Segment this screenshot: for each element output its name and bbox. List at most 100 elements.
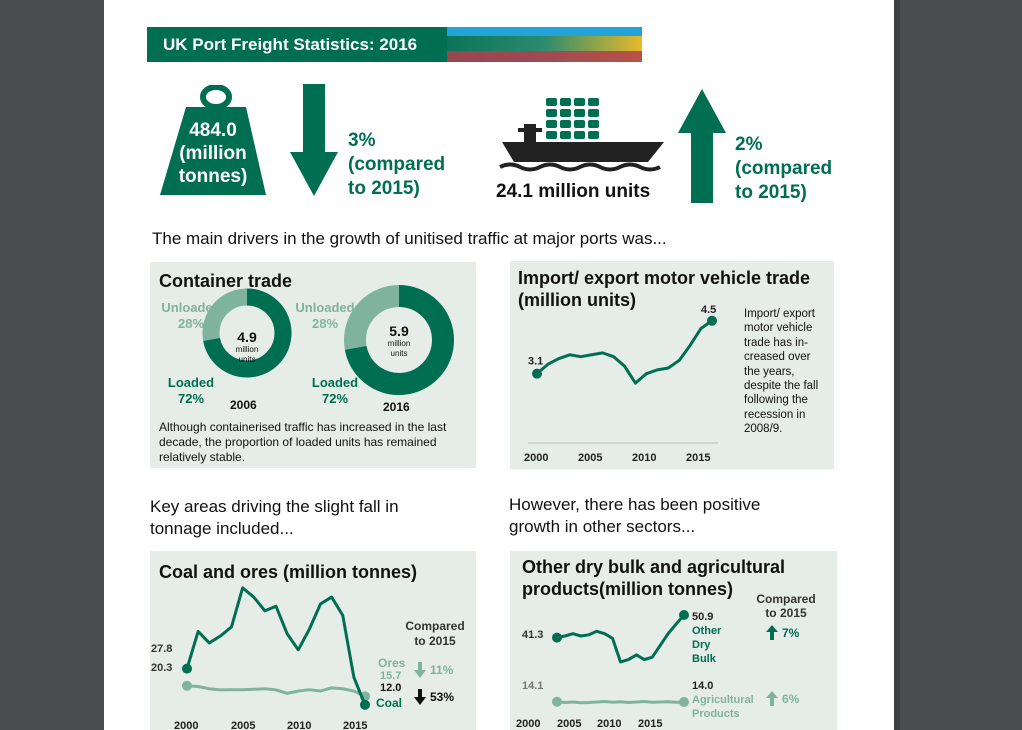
donut-chart-2006 [202, 288, 292, 378]
coal-ores-panel: Coal and ores (million tonnes) Compared … [150, 551, 476, 730]
coal-ores-xtick: 2010 [287, 720, 312, 730]
donut-2006-year: 2006 [230, 398, 257, 412]
growth-intro-line1: However, there has been positive [509, 495, 761, 514]
other-dry-bulk-series-point [679, 610, 689, 621]
agri-name-line2: Products [692, 708, 740, 720]
coal-ores-title: Coal and ores (million tonnes) [159, 562, 418, 582]
units-compare-line1: (compared [735, 158, 833, 179]
other-end-block: 50.9 Other Dry Bulk [692, 610, 721, 666]
tonnage-unit-line2: tonnes) [178, 166, 248, 187]
coal-down-arrow-icon [414, 689, 426, 705]
agri-series-point [679, 697, 689, 707]
other-dry-bulk-series-point [552, 632, 562, 643]
motor-vehicle-panel: Import/ export motor vehicle trade (mill… [510, 261, 834, 469]
units-value: 24.1 million units [496, 181, 651, 202]
compared-line2: to 2015 [414, 634, 456, 648]
loaded-pct-text: 72% [321, 391, 349, 406]
header-banner-graphic [147, 27, 642, 62]
growth-intro-text: However, there has been positive growth … [509, 494, 760, 538]
tonnage-value: 484.0 [189, 120, 237, 141]
coal-name-label: Coal [376, 696, 403, 710]
motor-vehicle-series-point [707, 315, 717, 326]
other-name-line1: Other [692, 625, 722, 637]
coal-change: 53% [430, 690, 455, 704]
container-trade-note: Although containerised traffic has incre… [159, 420, 447, 464]
units-change: 2% [735, 134, 763, 155]
other-name-line2: Dry [692, 639, 711, 651]
donut-2016-loaded-label: Loaded 72% [300, 375, 370, 407]
coal-series-point [360, 699, 370, 710]
coal-ores-xtick: 2000 [174, 720, 199, 730]
unloaded-label-text: Unloaded [161, 300, 221, 315]
compared-line2: to 2015 [765, 606, 807, 620]
dry-bulk-xtick: 2000 [516, 718, 541, 730]
dry-bulk-compared-label: Compared to 2015 [750, 592, 822, 620]
motor-vehicle-series-line [536, 319, 713, 385]
donut-2006-unit2: units [238, 355, 256, 364]
units-change-block: 2% (compared to 2015) [735, 133, 832, 205]
donut-2006-value: 4.9 [237, 329, 257, 345]
motor-vehicle-series-point [532, 368, 542, 379]
coal-ores-xtick: 2005 [231, 720, 256, 730]
dry-bulk-title-line1: Other dry bulk and agricultural [522, 557, 786, 577]
ores-series-line [186, 684, 366, 698]
compared-line1: Compared [405, 619, 465, 633]
motor-vehicle-series-data-label: 3.1 [528, 356, 543, 368]
header-banner: UK Port Freight Statistics: 2016 [147, 27, 642, 62]
donut-chart-2016 [344, 285, 454, 395]
container-ship-icon [499, 98, 664, 172]
motor-vehicle-line-chart: 3.1 4.5 [528, 304, 718, 444]
unloaded-pct-text: 28% [177, 316, 205, 331]
motor-vehicle-title-line1: Import/ export motor vehicle trade [518, 268, 811, 288]
agri-end-label: 14.0 [692, 680, 714, 692]
dry-bulk-xtick: 2005 [557, 718, 582, 730]
coal-series-point [182, 663, 192, 674]
donut-2006-loaded-label: Loaded 72% [156, 375, 226, 407]
unloaded-pct-text: 28% [311, 316, 339, 331]
up-arrow-icon [678, 89, 726, 203]
unloaded-label-text: Unloaded [295, 300, 355, 315]
ores-series-point [182, 680, 192, 691]
agri-series-point [552, 696, 562, 707]
donut-2016-center: 5.9 million units [379, 324, 419, 359]
tonnage-change: 3% [348, 130, 376, 151]
other-dry-bulk-series-line [556, 614, 686, 664]
tonnage-compare-line2: to 2015) [348, 178, 420, 199]
dry-bulk-xtick: 2015 [638, 718, 663, 730]
down-arrow-icon [290, 84, 338, 196]
donut-2016-year: 2016 [383, 400, 410, 414]
container-trade-title: Container trade [159, 271, 293, 291]
motor-vehicle-xtick: 2000 [524, 452, 549, 464]
intro-text: The main drivers in the growth of unitis… [152, 229, 667, 248]
dry-bulk-title-line2: products(million tonnes) [522, 579, 733, 599]
ores-down-arrow-icon [414, 662, 426, 678]
donut-2016-unloaded-label: Unloaded 28% [290, 300, 360, 332]
donut-2016-value: 5.9 [389, 323, 409, 339]
dry-bulk-panel: Other dry bulk and agricultural products… [510, 551, 837, 730]
agri-name-line1: Agricultural [692, 694, 754, 706]
agri-series-line [556, 700, 685, 705]
document-page: UK Port Freight Statistics: 2016 484.0 (… [104, 0, 894, 730]
fall-intro-line1: Key areas driving the slight fall in [150, 497, 399, 516]
page-shadow [894, 0, 900, 730]
growth-intro-line2: growth in other sectors... [509, 517, 696, 536]
page-title: UK Port Freight Statistics: 2016 [163, 35, 418, 54]
donut-2006-unit1: million [235, 345, 259, 354]
dry-bulk-xtick: 2010 [597, 718, 622, 730]
coal-end-label: 12.0 [380, 682, 402, 694]
motor-vehicle-series-data-label: 4.5 [701, 304, 716, 316]
other-up-arrow-icon [766, 625, 778, 640]
donut-2016-unit1: million [387, 339, 411, 348]
other-start-label: 41.3 [522, 629, 544, 641]
agri-start-label: 14.1 [522, 680, 544, 692]
vehicle-stack-icon [546, 98, 599, 139]
tonnage-change-block: 3% (compared to 2015) [348, 129, 445, 201]
agri-end-block: 14.0 Agricultural Products [692, 679, 754, 721]
weight-icon [160, 85, 266, 195]
ores-start-label: 20.3 [151, 662, 173, 674]
other-name-line3: Bulk [692, 653, 716, 665]
coal-ores-line-chart [182, 586, 370, 710]
motor-vehicle-note: Import/ export motor vehicle trade has i… [744, 308, 819, 436]
loaded-label-text: Loaded [311, 375, 359, 390]
coal-series-line [185, 586, 367, 706]
